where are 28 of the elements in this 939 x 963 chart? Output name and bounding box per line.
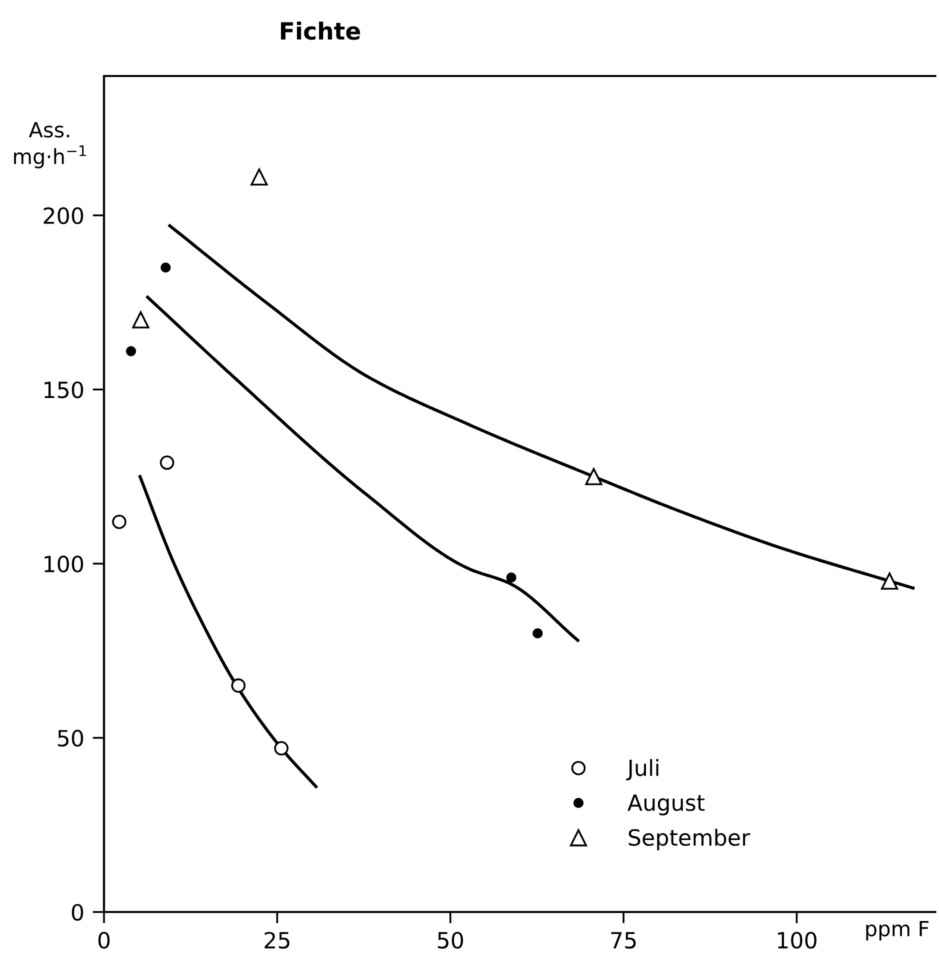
- y-tick-label: 200: [44, 207, 84, 224]
- y-tick-label: 0: [72, 904, 84, 921]
- x-tick-label: 100: [778, 932, 816, 949]
- legend-label: August: [628, 794, 705, 816]
- point: [274, 741, 288, 756]
- x-tick-label: 50: [438, 932, 464, 949]
- point: [126, 346, 136, 356]
- chart-title: Fichte: [281, 22, 360, 40]
- x-tick-label: 75: [611, 932, 636, 949]
- point: [132, 311, 150, 328]
- point: [160, 455, 174, 470]
- point: [585, 468, 602, 486]
- x-tick-label: 0: [98, 932, 110, 949]
- point: [231, 678, 246, 693]
- legend-label: Juli: [626, 759, 658, 780]
- y-tick-label: 100: [44, 556, 84, 572]
- point: [880, 572, 898, 590]
- point: [250, 168, 268, 186]
- y-axis-title: Ass. mg·h$^{−1}$: [14, 122, 86, 168]
- legend-label: September: [628, 828, 750, 850]
- x-axis-title: ppm F: [866, 920, 928, 940]
- point: [112, 514, 126, 530]
- x-tick-label: 25: [264, 932, 290, 949]
- point: [532, 628, 543, 638]
- y-tick-label: 50: [58, 730, 84, 747]
- y-tick-label: 150: [44, 381, 84, 398]
- point: [160, 262, 171, 273]
- point: [506, 572, 516, 583]
